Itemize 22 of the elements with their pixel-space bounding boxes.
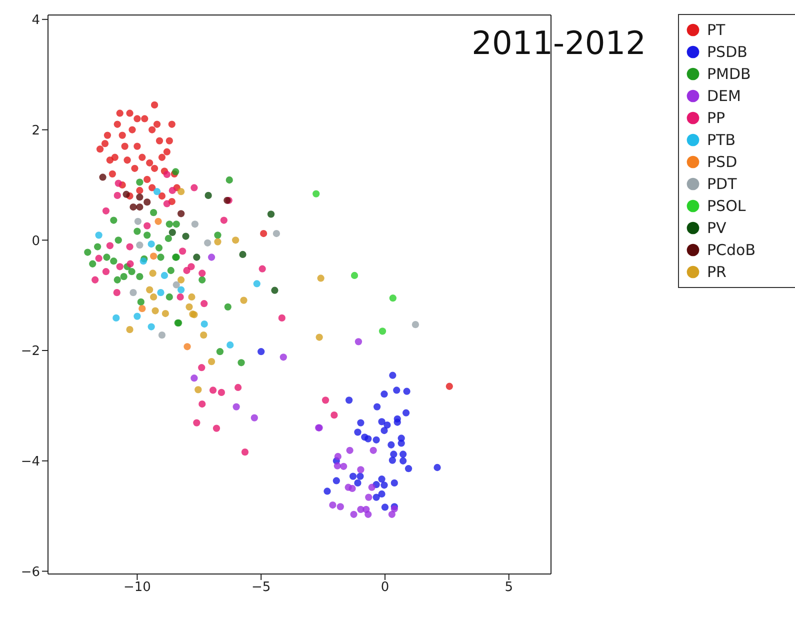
x-tick-label: 0 xyxy=(380,580,390,596)
legend-label: DEM xyxy=(707,87,741,105)
legend-label: PSDB xyxy=(707,43,748,61)
y-tick-label: 4 xyxy=(32,13,40,28)
legend-label: PCdoB xyxy=(707,241,756,259)
legend-label: PR xyxy=(707,263,726,281)
legend-label: PDT xyxy=(707,175,737,193)
legend-label: PT xyxy=(707,21,726,39)
legend-label: PSD xyxy=(707,153,738,171)
y-tick-label: −4 xyxy=(20,454,40,470)
x-tick-label: 5 xyxy=(504,580,514,596)
legend-label: PTB xyxy=(707,131,736,149)
y-tick-label: −6 xyxy=(20,564,40,580)
x-tick-label: −10 xyxy=(123,580,151,596)
legend-label: PSOL xyxy=(707,197,746,215)
y-tick-label: 2 xyxy=(32,123,40,138)
legend-label: PV xyxy=(707,219,726,237)
y-tick-label: 0 xyxy=(32,234,40,249)
y-tick-label: −2 xyxy=(20,344,40,360)
x-tick-label: −5 xyxy=(252,580,271,596)
legend-label: PMDB xyxy=(707,65,751,83)
legend-label: PP xyxy=(707,109,726,127)
